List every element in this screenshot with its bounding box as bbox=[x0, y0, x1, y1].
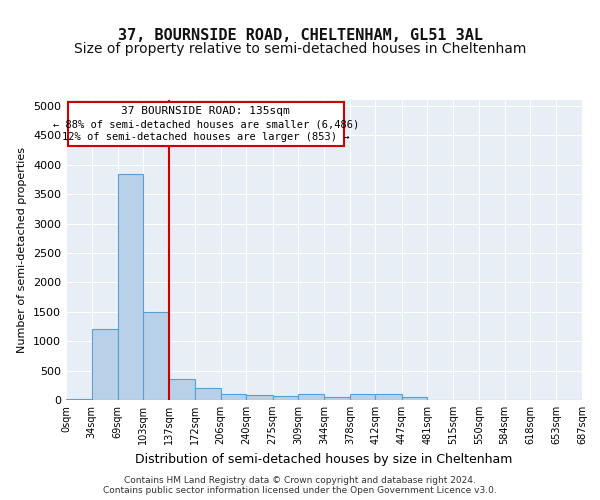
Text: 12% of semi-detached houses are larger (853) →: 12% of semi-detached houses are larger (… bbox=[62, 132, 349, 142]
Bar bbox=[402, 397, 427, 400]
Text: Size of property relative to semi-detached houses in Cheltenham: Size of property relative to semi-detach… bbox=[74, 42, 526, 56]
X-axis label: Distribution of semi-detached houses by size in Cheltenham: Distribution of semi-detached houses by … bbox=[136, 452, 512, 466]
Y-axis label: Number of semi-detached properties: Number of semi-detached properties bbox=[17, 147, 28, 353]
Text: 37, BOURNSIDE ROAD, CHELTENHAM, GL51 3AL: 37, BOURNSIDE ROAD, CHELTENHAM, GL51 3AL bbox=[118, 28, 482, 42]
Bar bbox=[272, 396, 298, 400]
Bar bbox=[298, 394, 325, 400]
Bar bbox=[118, 174, 143, 400]
Bar bbox=[246, 396, 272, 400]
Text: ← 88% of semi-detached houses are smaller (6,486): ← 88% of semi-detached houses are smalle… bbox=[53, 119, 359, 129]
Bar bbox=[376, 394, 402, 400]
Text: Contains HM Land Registry data © Crown copyright and database right 2024.
Contai: Contains HM Land Registry data © Crown c… bbox=[103, 476, 497, 495]
Bar bbox=[143, 312, 169, 400]
Bar bbox=[169, 380, 195, 400]
Bar bbox=[221, 394, 246, 400]
Bar bbox=[195, 388, 221, 400]
Bar bbox=[325, 397, 350, 400]
Text: 37 BOURNSIDE ROAD: 135sqm: 37 BOURNSIDE ROAD: 135sqm bbox=[121, 106, 290, 116]
FancyBboxPatch shape bbox=[68, 102, 344, 146]
Bar bbox=[350, 394, 376, 400]
Bar bbox=[92, 330, 118, 400]
